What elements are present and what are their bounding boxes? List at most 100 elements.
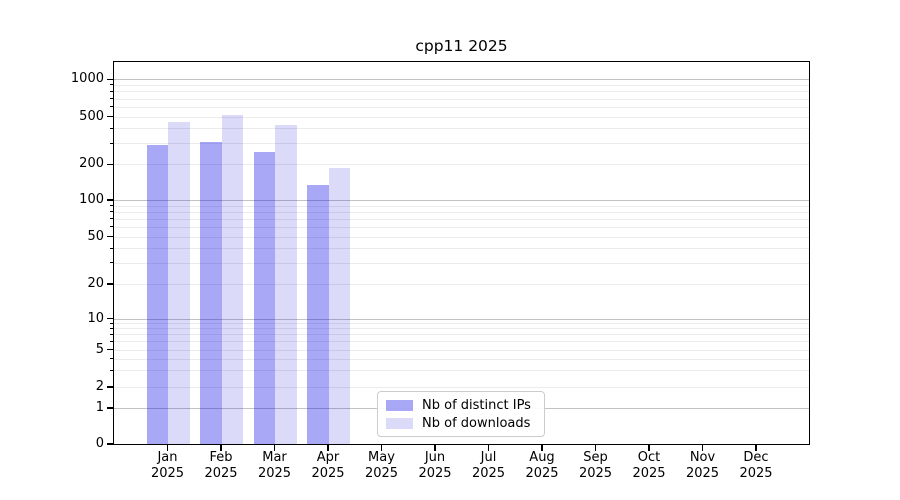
y-tick <box>106 78 114 80</box>
y-tick-label: 100 <box>79 192 104 207</box>
y-tick-label: 50 <box>87 228 104 244</box>
y-tick <box>106 235 114 238</box>
y-tick-label: 20 <box>87 276 104 291</box>
x-tick-label: Jul 2025 <box>461 450 517 481</box>
x-tick-label: Dec 2025 <box>728 450 784 481</box>
gridline-major <box>114 200 809 201</box>
gridline-minor <box>114 349 809 351</box>
gridline-minor <box>114 284 809 285</box>
gridline-minor <box>114 205 809 207</box>
y-minor-tick <box>110 142 114 144</box>
x-tick-label-year: 2025 <box>364 465 399 481</box>
legend-label: Nb of distinct IPs <box>422 398 531 413</box>
y-tick <box>106 163 114 165</box>
gridline-minor <box>114 328 809 330</box>
gridline-minor <box>114 98 809 100</box>
x-tick <box>541 445 543 451</box>
x-tick-label: Apr 2025 <box>300 450 356 481</box>
x-tick-label-year: 2025 <box>311 465 345 481</box>
y-tick-label: 2 <box>95 379 104 394</box>
x-tick-label: Jun 2025 <box>407 450 463 481</box>
x-tick <box>166 445 169 451</box>
gridline-minor <box>114 143 809 145</box>
x-tick-label: Feb 2025 <box>193 450 249 481</box>
gridline-minor <box>114 84 809 86</box>
y-minor-tick <box>110 358 114 360</box>
x-tick <box>220 445 222 451</box>
legend-swatch <box>386 418 413 429</box>
x-tick-label-year: 2025 <box>418 465 452 481</box>
y-tick <box>106 407 114 409</box>
y-tick <box>106 386 114 388</box>
bar-jan-s1 <box>168 122 190 444</box>
x-tick-label-year: 2025 <box>578 465 613 481</box>
y-tick-label: 200 <box>79 156 104 172</box>
bar-apr-s1 <box>328 168 350 444</box>
y-tick-label: 1000 <box>70 71 104 87</box>
y-tick <box>106 199 114 201</box>
bar-jan-s0 <box>146 144 168 444</box>
x-tick-label: May 2025 <box>354 450 410 481</box>
y-minor-tick <box>110 262 114 264</box>
gridline-minor <box>114 236 809 238</box>
y-minor-tick <box>110 90 114 92</box>
x-tick-label-year: 2025 <box>150 465 185 481</box>
y-minor-tick <box>110 127 114 129</box>
bar-feb-s0 <box>200 141 222 444</box>
gridline-minor <box>114 164 809 166</box>
chart-title: cpp11 2025 <box>415 37 508 55</box>
bar-mar-s1 <box>275 125 297 444</box>
y-tick-label: 5 <box>95 341 104 357</box>
legend-label: Nb of downloads <box>422 416 531 431</box>
x-tick-label: Oct 2025 <box>621 450 677 481</box>
x-tick-label: Jan 2025 <box>140 450 196 481</box>
x-tick-label: Mar 2025 <box>247 450 303 481</box>
x-tick-label-year: 2025 <box>525 465 559 481</box>
y-minor-tick <box>110 211 114 213</box>
y-tick-label: 0 <box>95 436 104 451</box>
bar-apr-s0 <box>307 184 329 444</box>
gridline-minor <box>114 211 809 213</box>
plot-area <box>113 61 810 445</box>
x-tick-label: Nov 2025 <box>675 450 731 481</box>
gridline-minor <box>114 358 809 360</box>
y-minor-tick <box>110 205 114 207</box>
gridline-minor <box>114 106 809 108</box>
y-minor-tick <box>110 218 114 220</box>
gridline-minor <box>114 248 809 250</box>
x-tick-label-year: 2025 <box>204 465 238 481</box>
legend-swatch <box>386 400 413 411</box>
x-tick <box>327 445 329 451</box>
y-tick <box>106 116 114 118</box>
y-tick <box>106 348 114 351</box>
x-tick <box>701 445 704 451</box>
y-minor-tick <box>110 327 114 329</box>
y-tick <box>106 317 114 320</box>
gridline-minor <box>114 370 809 372</box>
x-tick <box>273 445 276 451</box>
y-minor-tick <box>110 84 114 86</box>
gridline-minor <box>114 262 809 264</box>
x-tick-label-year: 2025 <box>685 465 720 481</box>
bar-feb-s1 <box>221 115 243 444</box>
y-minor-tick <box>110 322 114 324</box>
x-tick-label-year: 2025 <box>257 465 292 481</box>
y-tick-label: 1 <box>95 400 104 415</box>
y-minor-tick <box>110 98 114 100</box>
x-tick-label: Sep 2025 <box>568 450 624 481</box>
x-tick-label-year: 2025 <box>632 465 666 481</box>
legend: Nb of distinct IPs Nb of downloads <box>377 391 545 437</box>
gridline-minor <box>114 387 809 388</box>
x-tick-label-year: 2025 <box>471 465 506 481</box>
y-minor-tick <box>110 226 114 228</box>
x-tick-label-year: 2025 <box>739 465 773 481</box>
gridline-minor <box>114 91 809 93</box>
y-minor-tick <box>110 247 114 249</box>
y-tick-label: 500 <box>79 108 104 124</box>
gridline-minor <box>114 341 809 343</box>
x-tick <box>487 445 490 451</box>
gridline-minor <box>114 218 809 220</box>
x-tick <box>434 445 436 451</box>
y-tick <box>106 443 114 445</box>
